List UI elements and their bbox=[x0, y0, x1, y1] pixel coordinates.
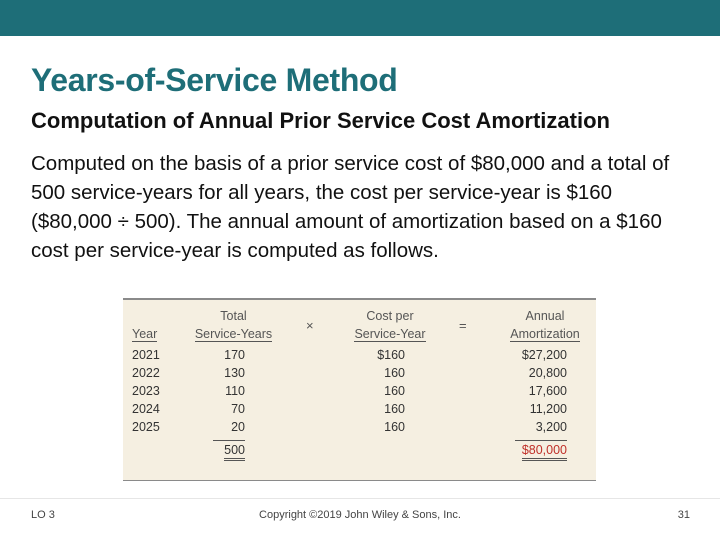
cell-service-years: 20 bbox=[231, 420, 245, 434]
cell-service-years: 110 bbox=[225, 384, 245, 398]
cell-year: 2023 bbox=[132, 384, 160, 398]
cell-cost: 160 bbox=[384, 420, 405, 434]
equals-operator: = bbox=[459, 318, 467, 333]
cell-year: 2024 bbox=[132, 402, 160, 416]
total-amortization: $80,000 bbox=[521, 443, 567, 461]
cell-service-years: 130 bbox=[224, 366, 245, 380]
cell-cost: 160 bbox=[384, 384, 405, 398]
cell-cost: 160 bbox=[384, 402, 405, 416]
cell-year: 2022 bbox=[132, 366, 160, 380]
cell-service-years: 170 bbox=[224, 348, 245, 362]
learning-objective-label: LO 3 bbox=[31, 509, 55, 521]
cell-amortization: $27,200 bbox=[521, 348, 567, 362]
header-year: Year bbox=[132, 327, 158, 342]
total-service-years: 500 bbox=[224, 443, 245, 461]
cell-cost: $160 bbox=[377, 348, 405, 362]
copyright-text: Copyright ©2019 John Wiley & Sons, Inc. bbox=[259, 509, 461, 521]
top-accent-bar bbox=[0, 0, 720, 36]
header-cost-line2: Service-Year bbox=[354, 327, 426, 342]
amortization-table: Year Total Service-Years × Cost per Serv… bbox=[123, 298, 596, 481]
cell-amortization: 17,600 bbox=[528, 384, 567, 398]
slide-body-text: Computed on the basis of a prior service… bbox=[31, 152, 670, 262]
cell-amortization: 3,200 bbox=[535, 420, 567, 434]
header-cost-line1: Cost per bbox=[366, 309, 414, 323]
cell-year: 2021 bbox=[132, 348, 160, 362]
footer-divider bbox=[0, 498, 720, 499]
cell-cost: 160 bbox=[384, 366, 405, 380]
header-total-line1: Total bbox=[220, 309, 247, 323]
slide-title: Years-of-Service Method bbox=[31, 62, 398, 98]
cell-amortization: 11,200 bbox=[529, 402, 567, 416]
header-amort-line2: Amortization bbox=[510, 327, 580, 342]
slide-subtitle: Computation of Annual Prior Service Cost… bbox=[31, 108, 610, 133]
header-total-line2: Service-Years bbox=[194, 327, 273, 342]
cell-service-years: 70 bbox=[231, 402, 245, 416]
times-operator: × bbox=[306, 318, 314, 333]
cell-amortization: 20,800 bbox=[528, 366, 567, 380]
page-number: 31 bbox=[677, 509, 690, 521]
header-amort-line1: Annual bbox=[525, 309, 565, 323]
cell-year: 2025 bbox=[132, 420, 160, 434]
